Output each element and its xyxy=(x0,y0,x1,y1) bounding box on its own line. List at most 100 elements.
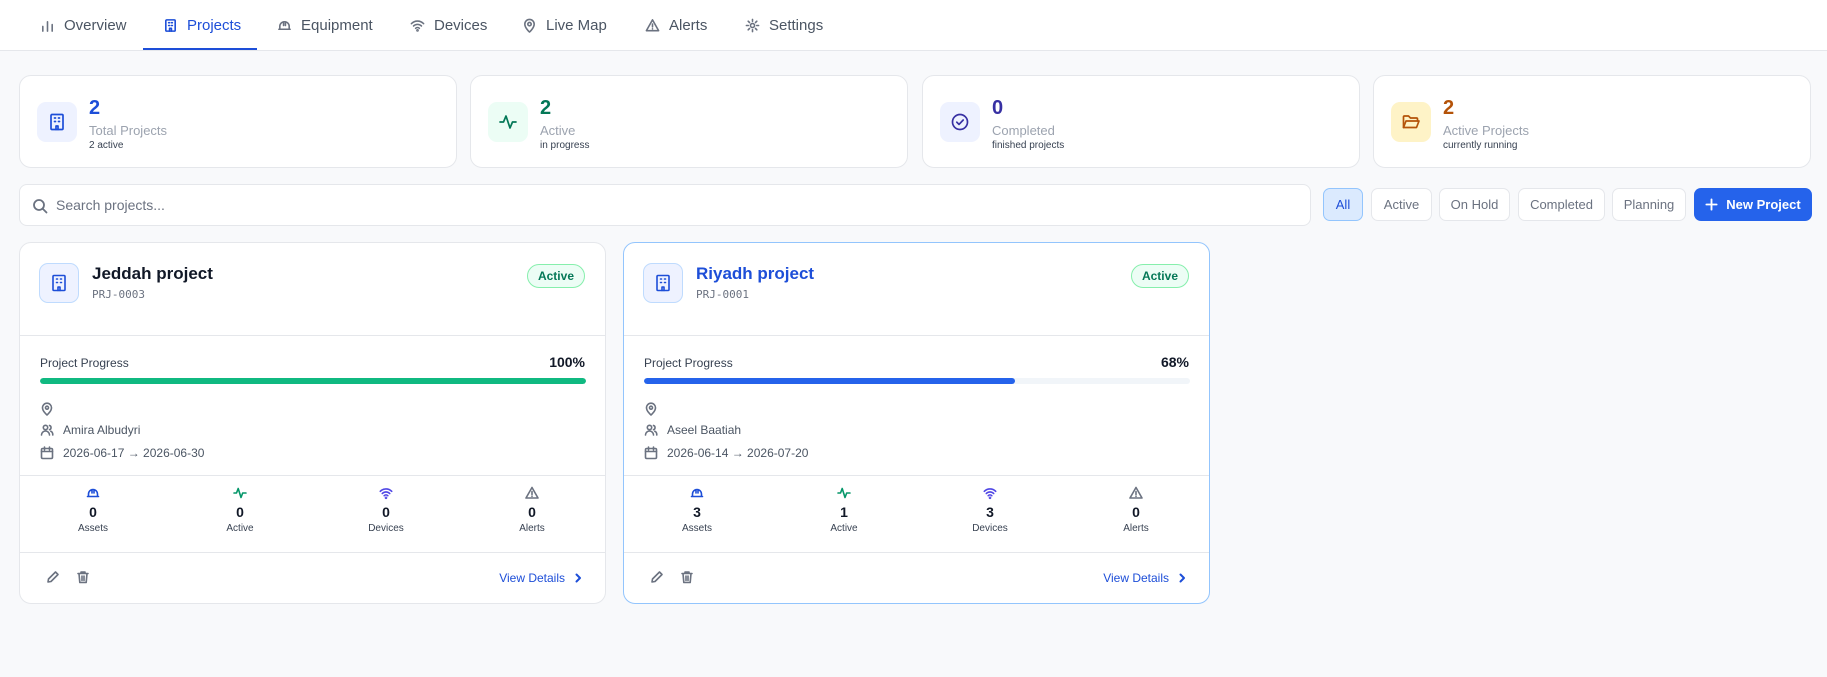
tab-label: Devices xyxy=(434,17,488,34)
calendar-icon xyxy=(644,446,658,460)
trash-icon xyxy=(681,571,693,584)
building-icon xyxy=(656,274,670,292)
delete-button[interactable] xyxy=(680,570,696,586)
new-project-label: New Project xyxy=(1726,197,1801,212)
stat-icon-box xyxy=(1391,102,1431,142)
manager-row: Aseel Baatiah xyxy=(644,423,741,437)
tab-projects[interactable]: Projects xyxy=(163,0,241,51)
tab-label: Projects xyxy=(187,17,242,34)
divider xyxy=(624,552,1209,553)
view-details-label: View Details xyxy=(499,571,565,585)
stat-value: 2 xyxy=(89,97,101,119)
view-details-link[interactable]: View Details xyxy=(499,571,583,585)
tab-overview[interactable]: Overview xyxy=(40,0,127,51)
trash-icon xyxy=(77,571,89,584)
manager-row: Amira Albudyri xyxy=(40,423,140,437)
stat-sub: 2 active xyxy=(89,140,124,151)
metric-label: Active xyxy=(226,523,254,534)
progress-track xyxy=(644,378,1190,384)
divider xyxy=(20,475,605,476)
metric-label: Assets xyxy=(77,523,108,534)
progress-fill xyxy=(40,378,586,384)
metric-label: Alerts xyxy=(1123,523,1149,534)
tab-label: Alerts xyxy=(669,17,708,34)
alert-triangle-icon xyxy=(645,19,660,32)
active-tab-indicator xyxy=(143,48,257,50)
building-icon xyxy=(52,274,66,292)
progress-label: Project Progress xyxy=(40,356,129,370)
dates-row: 2026-06-17 → 2026-06-30 xyxy=(40,446,204,460)
metric-label: Devices xyxy=(368,523,404,534)
metric-value: 0 xyxy=(89,504,97,520)
alert-triangle-icon xyxy=(525,486,539,499)
tab-settings[interactable]: Settings xyxy=(745,0,823,51)
edit-button[interactable] xyxy=(46,570,62,586)
metric-assets: 3 Assets xyxy=(657,486,737,534)
progress-value: 100% xyxy=(549,354,585,370)
building-icon xyxy=(50,113,64,131)
project-name[interactable]: Riyadh project xyxy=(696,264,815,283)
tab-devices[interactable]: Devices xyxy=(410,0,487,51)
tab-equipment[interactable]: Equipment xyxy=(277,0,373,51)
stat-icon-box xyxy=(940,102,980,142)
filter-all[interactable]: All xyxy=(1323,188,1363,221)
filter-on-hold[interactable]: On Hold xyxy=(1439,188,1510,221)
stat-card-total-projects: 2 Total Projects 2 active xyxy=(19,75,457,168)
new-project-button[interactable]: New Project xyxy=(1694,188,1812,221)
manager-name: Aseel Baatiah xyxy=(667,423,742,437)
metric-value: 0 xyxy=(382,504,390,520)
view-details-link[interactable]: View Details xyxy=(1103,571,1187,585)
divider xyxy=(624,335,1209,336)
metric-label: Assets xyxy=(681,523,712,534)
metric-assets: 0 Assets xyxy=(53,486,133,534)
divider xyxy=(20,552,605,553)
alert-triangle-icon xyxy=(1129,486,1143,499)
metric-label: Devices xyxy=(972,523,1008,534)
hard-hat-icon xyxy=(690,488,704,498)
metric-label: Active xyxy=(830,523,858,534)
tab-label: Settings xyxy=(769,17,824,34)
edit-button[interactable] xyxy=(650,570,666,586)
hard-hat-icon xyxy=(86,488,100,498)
users-icon xyxy=(40,424,54,436)
stat-sub: currently running xyxy=(1443,140,1518,151)
project-icon-box xyxy=(643,263,683,303)
metric-active: 1 Active xyxy=(804,486,884,534)
filter-planning[interactable]: Planning xyxy=(1612,188,1686,221)
chevron-right-icon xyxy=(575,573,581,583)
project-card[interactable]: Jeddah project PRJ-0003 Active Project P… xyxy=(19,242,606,604)
map-pin-icon xyxy=(524,18,535,33)
metric-value: 1 xyxy=(840,504,848,520)
filter-completed[interactable]: Completed xyxy=(1518,188,1605,221)
metric-active: 0 Active xyxy=(200,486,280,534)
stat-value: 0 xyxy=(992,97,1004,119)
delete-button[interactable] xyxy=(76,570,92,586)
search-box xyxy=(19,184,1311,226)
metric-value: 3 xyxy=(693,504,701,520)
location-row xyxy=(40,402,63,416)
project-card[interactable]: Riyadh project PRJ-0001 Active Project P… xyxy=(623,242,1210,604)
tab-live-map[interactable]: Live Map xyxy=(522,0,607,51)
activity-icon xyxy=(499,115,517,129)
check-circle-icon xyxy=(951,113,969,131)
stat-icon-box xyxy=(488,102,528,142)
project-code: PRJ-0001 xyxy=(696,288,749,301)
status-badge: Active xyxy=(526,264,585,288)
search-input[interactable] xyxy=(56,185,1296,225)
project-code: PRJ-0003 xyxy=(92,288,145,301)
progress-fill xyxy=(644,378,1016,384)
map-pin-icon xyxy=(645,402,657,416)
date-range: 2026-06-14 → 2026-07-20 xyxy=(667,446,809,460)
pencil-icon xyxy=(47,571,59,583)
view-details-label: View Details xyxy=(1103,571,1169,585)
metric-devices: 0 Devices xyxy=(346,486,426,534)
metric-value: 3 xyxy=(986,504,994,520)
progress-label: Project Progress xyxy=(644,356,733,370)
stat-card-active-projects: 2 Active Projects currently running xyxy=(1373,75,1811,168)
metric-alerts: 0 Alerts xyxy=(492,486,572,534)
wifi-icon xyxy=(379,488,393,500)
tab-alerts[interactable]: Alerts xyxy=(645,0,707,51)
search-icon xyxy=(33,199,48,214)
project-name[interactable]: Jeddah project xyxy=(92,264,213,283)
filter-active[interactable]: Active xyxy=(1371,188,1432,221)
